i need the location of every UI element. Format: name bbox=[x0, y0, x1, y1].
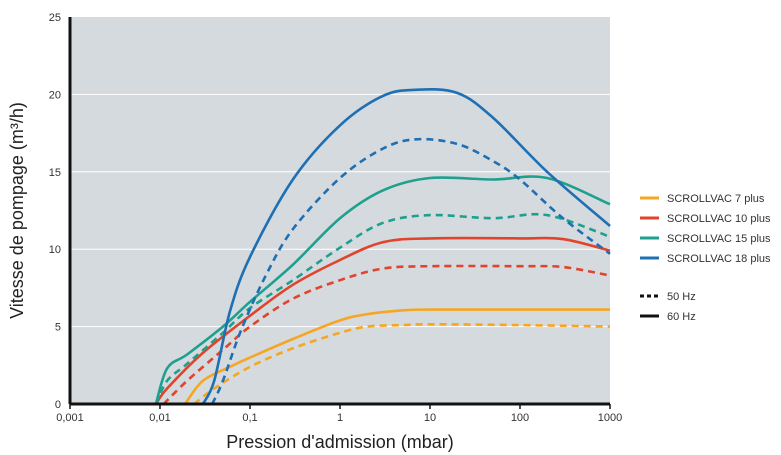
y-axis-title: Vitesse de pompage (m³/h) bbox=[7, 102, 27, 319]
grid-lines bbox=[70, 93, 610, 328]
legend-label: SCROLLVAC 10 plus bbox=[667, 213, 771, 225]
legend-style-label: 60 Hz bbox=[667, 311, 696, 323]
x-tick-label: 0,1 bbox=[242, 412, 257, 424]
x-tick-label: 1 bbox=[337, 412, 343, 424]
series-line bbox=[184, 308, 610, 405]
tick-labels: 0,001 0,01 0,1 1 10 100 1000 0 5 10 15 20 25 bbox=[49, 12, 622, 424]
x-axis-title: Pression d'admission (mbar) bbox=[226, 432, 454, 452]
x-tick-label: 0,001 bbox=[56, 412, 84, 424]
y-tick-label: 0 bbox=[55, 399, 61, 411]
legend: SCROLLVAC 7 plus SCROLLVAC 10 plus SCROLLV… bbox=[640, 193, 771, 323]
x-tick-label: 10 bbox=[424, 412, 436, 424]
series-lines bbox=[154, 87, 611, 406]
series-line bbox=[193, 323, 611, 406]
legend-label: SCROLLVAC 7 plus bbox=[667, 193, 765, 205]
series-line bbox=[154, 212, 611, 405]
x-tick-label: 0,01 bbox=[149, 412, 170, 424]
series-line bbox=[211, 137, 611, 405]
legend-label: SCROLLVAC 15 plus bbox=[667, 233, 771, 245]
series-line bbox=[154, 236, 611, 405]
legend-style-label: 50 Hz bbox=[667, 291, 696, 303]
y-tick-label: 15 bbox=[49, 167, 61, 179]
x-tick-label: 100 bbox=[511, 412, 529, 424]
legend-label: SCROLLVAC 18 plus bbox=[667, 253, 771, 265]
series-line bbox=[162, 264, 611, 405]
y-tick-label: 25 bbox=[49, 12, 61, 24]
series-line bbox=[201, 87, 611, 405]
y-tick-label: 10 bbox=[49, 244, 61, 256]
y-tick-label: 20 bbox=[49, 89, 61, 101]
plot-area bbox=[70, 17, 610, 404]
y-tick-label: 5 bbox=[55, 322, 61, 334]
series-line bbox=[154, 175, 611, 405]
x-tick-label: 1000 bbox=[598, 412, 622, 424]
